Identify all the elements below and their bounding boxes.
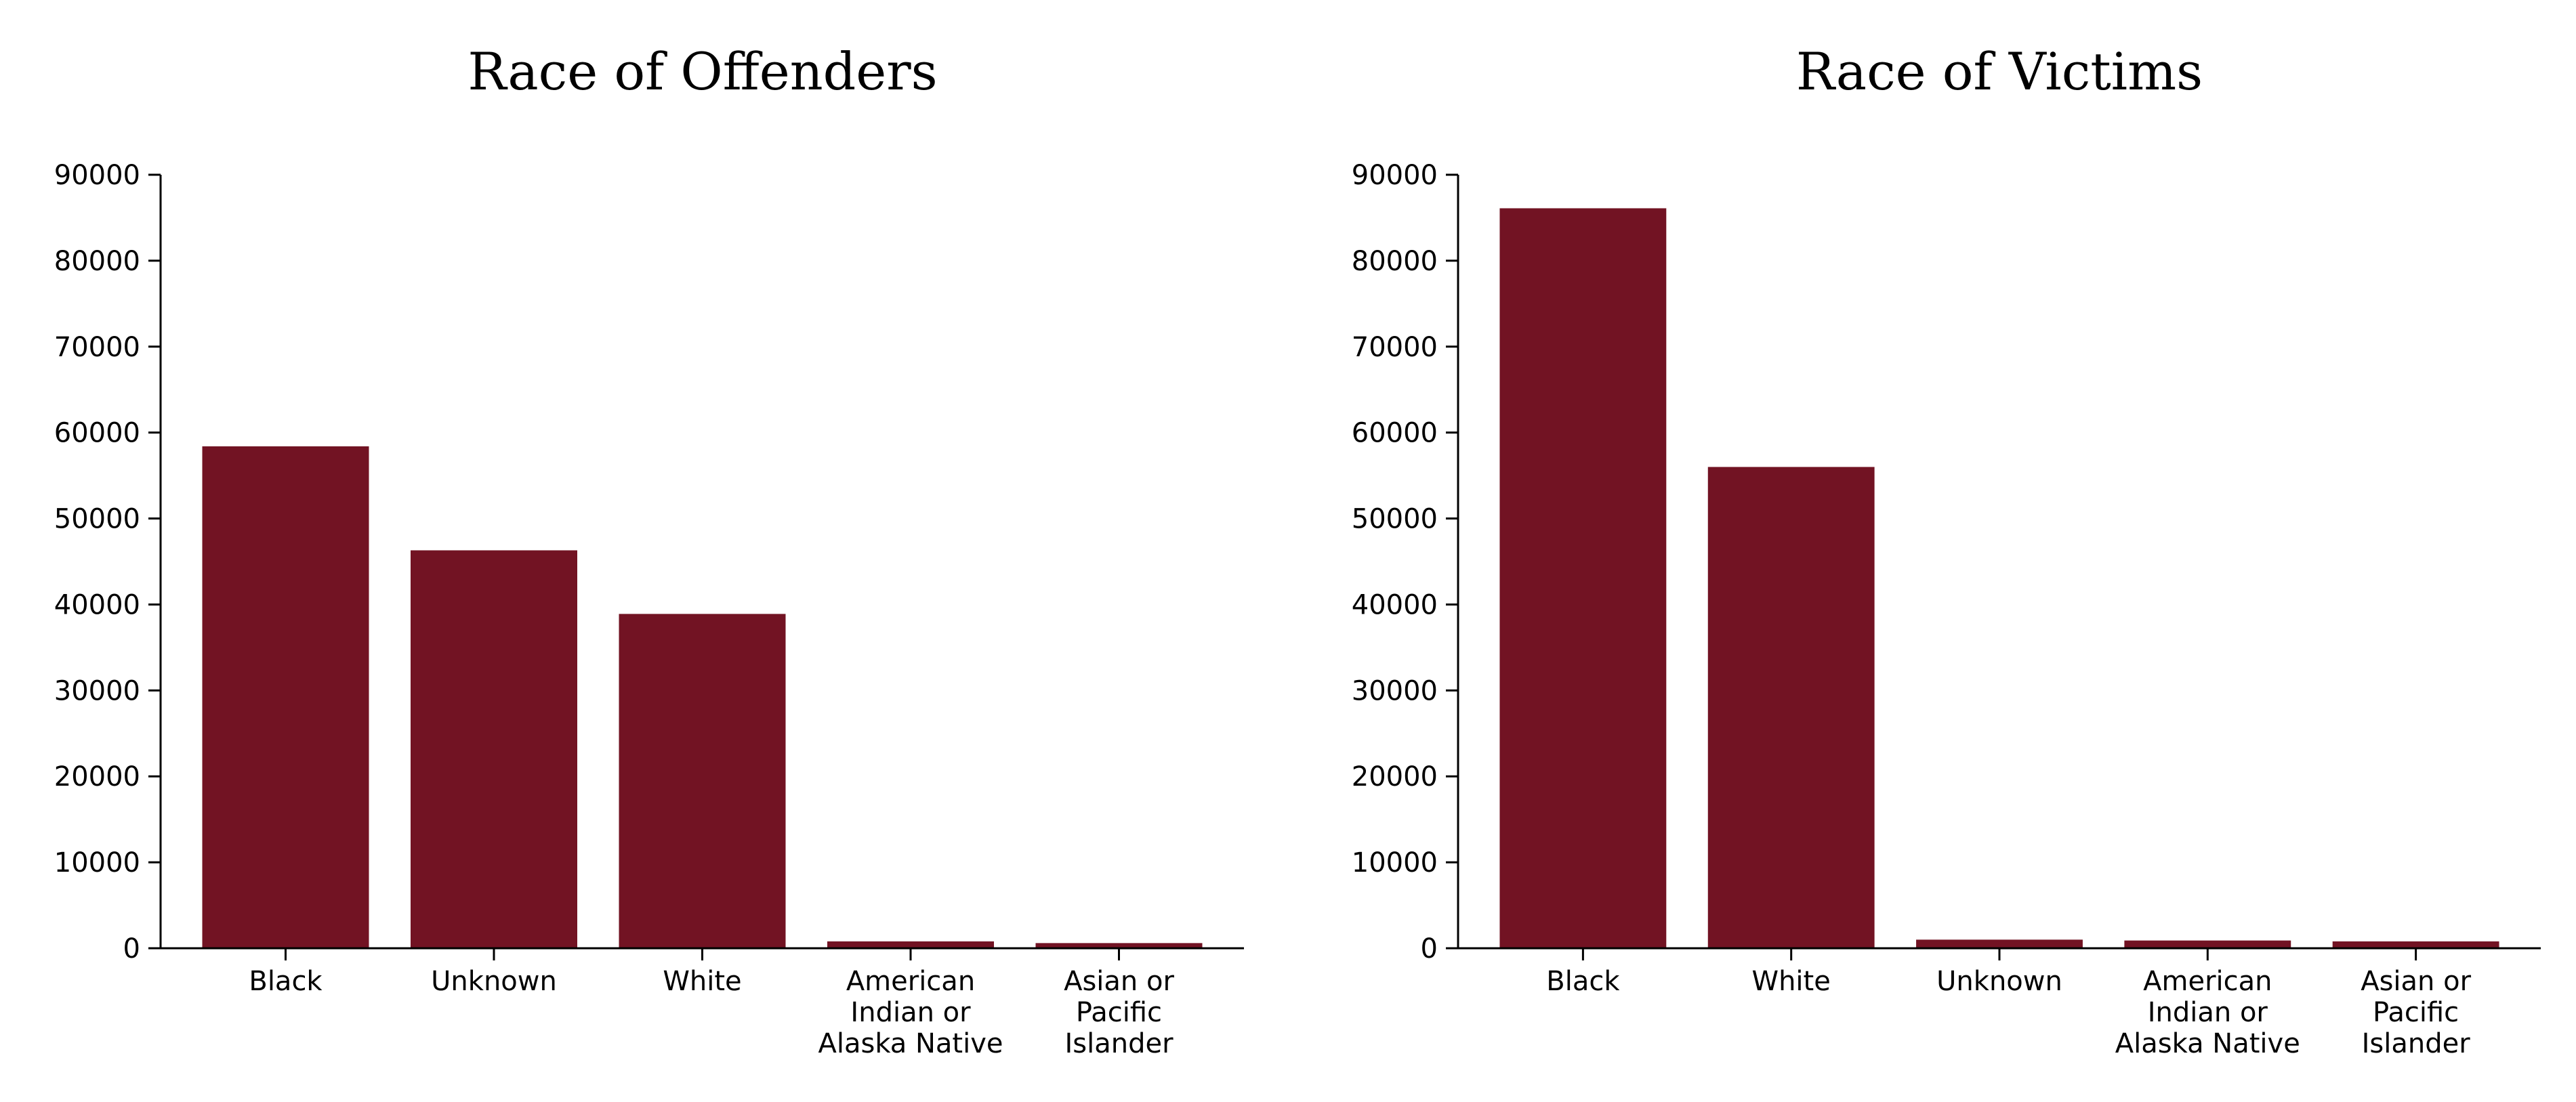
- offenders-y-tick-label: 80000: [54, 246, 140, 277]
- victims-y-tick-label: 0: [1421, 933, 1438, 965]
- offenders-y-tick-label: 60000: [54, 418, 140, 449]
- offenders-x-tick-label-line: Asian or: [1064, 966, 1174, 997]
- victims-y-tick-label: 20000: [1352, 761, 1438, 792]
- offenders-x-tick-label-line: White: [663, 966, 741, 997]
- offenders-bar-white: [619, 614, 786, 948]
- victims-x-tick-label: American Indian or Alaska Native: [2115, 966, 2300, 1059]
- victims-x-tick-label-line: Islander: [2362, 1028, 2471, 1059]
- offenders-bar-american-indian-or-alaska-native: [827, 941, 994, 948]
- offenders-x-tick-label-line: Indian or: [850, 997, 971, 1028]
- offenders-y-tick-label: 90000: [54, 160, 140, 191]
- offenders-y-tick-label: 40000: [54, 589, 140, 620]
- offenders-bar-asian-or-pacific-islander: [1035, 943, 1203, 948]
- offenders-y-tick-label: 20000: [54, 761, 140, 792]
- offenders-x-tick-label-line: Islander: [1064, 1028, 1173, 1059]
- offenders-x-tick-label: White: [663, 966, 741, 997]
- victims-x-tick-label-line: American: [2143, 966, 2272, 997]
- victims-x-tick-label-line: Alaska Native: [2115, 1028, 2300, 1059]
- victims-x-tick-label: Asian or Pacific Islander: [2361, 966, 2471, 1059]
- victims-x-tick-label: White: [1752, 966, 1831, 997]
- victims-y-tick-label: 80000: [1352, 246, 1438, 277]
- offenders-x-tick-label-line: Black: [249, 966, 323, 997]
- victims-y-tick-label: 50000: [1352, 504, 1438, 535]
- victims-x-tick-label-line: Unknown: [1936, 966, 2062, 997]
- victims-x-tick-label-line: Pacific: [2373, 997, 2459, 1028]
- victims-chart: Race of Victims 0 10000 20000 30000 40000 500…: [1352, 41, 2541, 1059]
- offenders-x-tick-label-line: Pacific: [1076, 997, 1162, 1028]
- offenders-y-tick-label: 10000: [54, 847, 140, 878]
- victims-y-tick-label: 70000: [1352, 332, 1438, 363]
- victims-bar-asian-or-pacific-islander: [2332, 941, 2499, 948]
- offenders-x-tick-label: Asian or Pacific Islander: [1064, 966, 1174, 1059]
- offenders-y-tick-label: 50000: [54, 504, 140, 535]
- victims-bar-black: [1499, 208, 1667, 948]
- offenders-x-tick-label-line: Unknown: [431, 966, 557, 997]
- victims-bar-white: [1707, 467, 1875, 948]
- victims-x-tick-label-line: Indian or: [2148, 997, 2268, 1028]
- offenders-y-tick-label: 30000: [54, 675, 140, 706]
- victims-y-tick-label: 60000: [1352, 418, 1438, 449]
- victims-y-tick-label: 40000: [1352, 589, 1438, 620]
- victims-x-tick-label: Unknown: [1936, 966, 2062, 997]
- victims-y-tick-label: 90000: [1352, 160, 1438, 191]
- victims-bar-american-indian-or-alaska-native: [2124, 940, 2291, 948]
- offenders-chart-title: Race of Offenders: [468, 41, 937, 102]
- offenders-x-tick-label-line: Alaska Native: [818, 1028, 1003, 1059]
- offenders-x-tick-label: Unknown: [431, 966, 557, 997]
- victims-x-tick-label-line: White: [1752, 966, 1831, 997]
- victims-x-tick-label-line: Black: [1546, 966, 1620, 997]
- victims-y-tick-label: 30000: [1352, 675, 1438, 706]
- victims-y-tick-label: 10000: [1352, 847, 1438, 878]
- victims-x-tick-label-line: Asian or: [2361, 966, 2471, 997]
- offenders-y-tick-label: 70000: [54, 332, 140, 363]
- offenders-y-tick-label: 0: [123, 933, 140, 965]
- victims-chart-title: Race of Victims: [1796, 41, 2203, 102]
- victims-bar-unknown: [1916, 939, 2083, 948]
- offenders-x-tick-label: American Indian or Alaska Native: [818, 966, 1003, 1059]
- offenders-chart: Race of Offenders 0 10000 20000 30000 40000 5…: [54, 41, 1244, 1059]
- offenders-x-tick-label-line: American: [846, 966, 975, 997]
- offenders-bar-black: [202, 446, 369, 948]
- offenders-x-tick-label: Black: [249, 966, 323, 997]
- victims-x-tick-label: Black: [1546, 966, 1620, 997]
- offenders-bar-unknown: [411, 550, 577, 948]
